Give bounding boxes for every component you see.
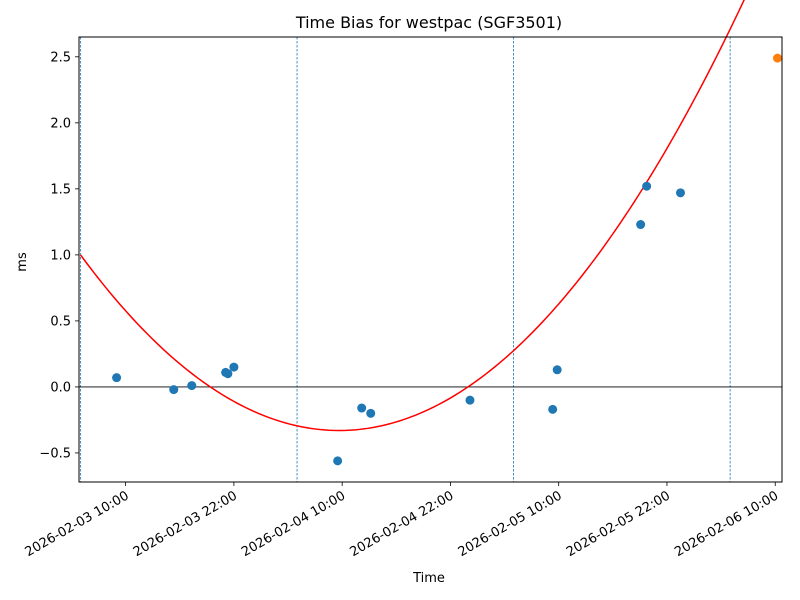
data-point bbox=[675, 188, 685, 198]
chart-title: Time Bias for westpac (SGF3501) bbox=[295, 13, 562, 32]
plot-area bbox=[79, 0, 782, 482]
data-point bbox=[552, 365, 562, 375]
x-tick-label: 2026-02-06 10:00 bbox=[672, 488, 781, 560]
x-tick-label: 2026-02-03 22:00 bbox=[131, 488, 240, 560]
data-point bbox=[357, 403, 367, 413]
x-tick-label: 2026-02-05 22:00 bbox=[564, 488, 673, 560]
data-point bbox=[333, 456, 343, 466]
data-point bbox=[366, 408, 376, 418]
data-point bbox=[112, 373, 122, 383]
data-point bbox=[187, 381, 197, 391]
x-axis-label: Time bbox=[412, 571, 445, 586]
y-axis-label: ms bbox=[15, 252, 30, 272]
data-point bbox=[772, 53, 782, 63]
data-point bbox=[548, 404, 558, 414]
plot-frame bbox=[78, 36, 783, 483]
y-tick-label: 1.5 bbox=[50, 182, 71, 197]
data-point bbox=[465, 395, 475, 405]
x-tick-label: 2026-02-04 10:00 bbox=[239, 488, 348, 560]
data-point bbox=[642, 181, 652, 191]
y-tick-label: −0.5 bbox=[39, 446, 71, 461]
y-tick-label: 0.0 bbox=[50, 380, 71, 395]
y-tick-label: 2.0 bbox=[50, 116, 71, 131]
x-tick-label: 2026-02-03 10:00 bbox=[23, 488, 132, 560]
x-tick-label: 2026-02-05 10:00 bbox=[456, 488, 565, 560]
fit-curve bbox=[79, 0, 745, 432]
y-tick-label: 1.0 bbox=[50, 248, 71, 263]
x-tick-label: 2026-02-04 22:00 bbox=[347, 488, 456, 560]
y-tick-label: 0.5 bbox=[50, 314, 71, 329]
y-tick-label: 2.5 bbox=[50, 50, 71, 65]
data-point bbox=[636, 220, 646, 230]
data-point bbox=[169, 385, 179, 395]
data-point bbox=[229, 362, 239, 372]
data-point bbox=[223, 369, 233, 379]
